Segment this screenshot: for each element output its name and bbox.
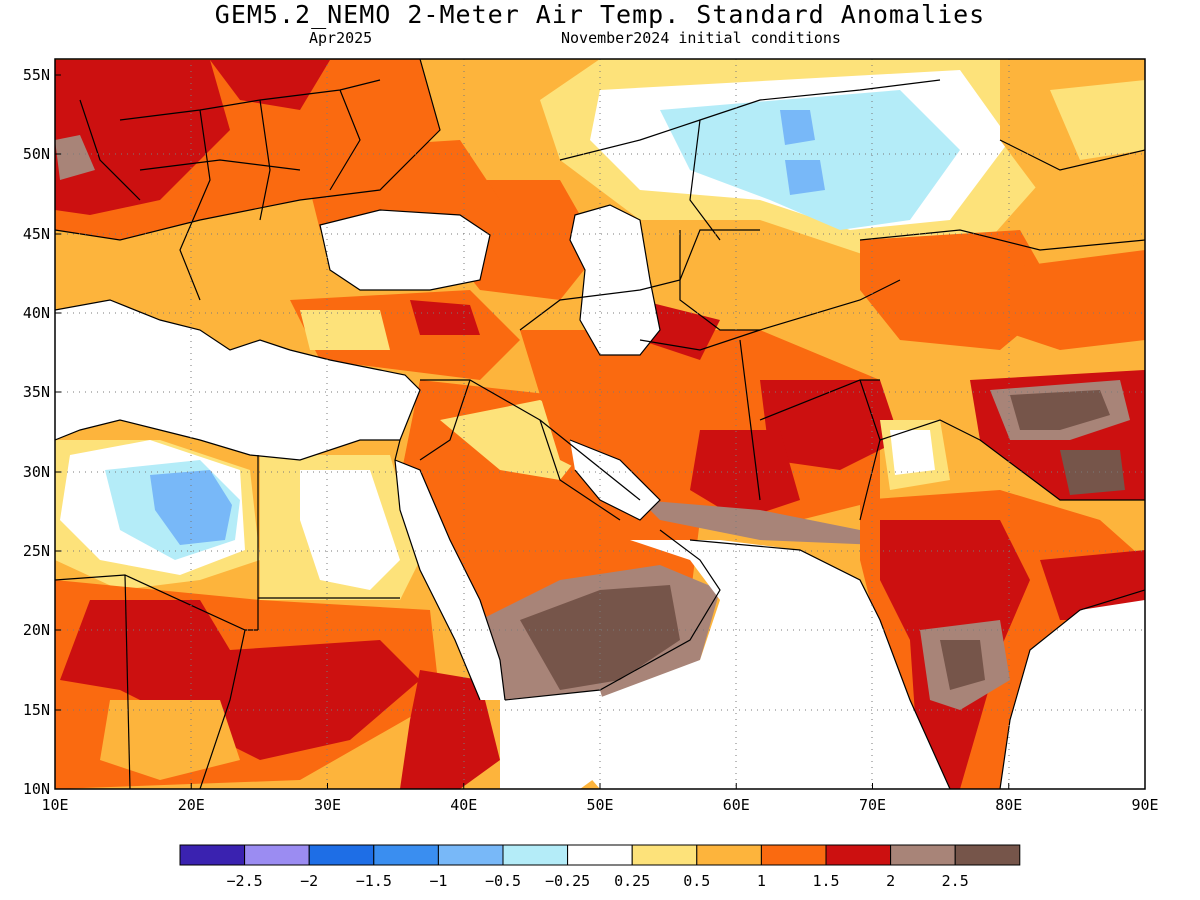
anomaly-field	[55, 59, 1145, 789]
lon-label: 50E	[586, 796, 613, 814]
colorbar-swatch	[244, 844, 310, 866]
colorbar-swatch	[954, 844, 1021, 866]
colorbar-swatch	[760, 844, 827, 866]
anomaly-shading	[55, 59, 1145, 789]
colorbar-swatch	[696, 844, 762, 866]
lon-label: 10E	[41, 796, 68, 814]
lon-label: 70E	[859, 796, 886, 814]
colorbar-label: 2.5	[942, 872, 969, 890]
colorbar-label: −0.5	[485, 872, 521, 890]
country-borders	[55, 59, 1145, 789]
lat-label: 55N	[23, 66, 50, 84]
longitude-axis: 10E 20E 30E 40E 50E 60E 70E 80E 90E	[41, 783, 1159, 814]
colorbar-label: 1.5	[812, 872, 839, 890]
colorbar-swatch	[825, 844, 892, 866]
water-bodies	[55, 205, 1145, 789]
colorbar-label: −2.5	[227, 872, 263, 890]
lat-label: 50N	[23, 145, 50, 163]
lat-label: 35N	[23, 383, 50, 401]
lon-label: 20E	[178, 796, 205, 814]
lat-label: 30N	[23, 463, 50, 481]
lat-label: 25N	[23, 542, 50, 560]
colorbar-label: −1	[429, 872, 447, 890]
colorbar-label: −2	[300, 872, 318, 890]
lat-label: 20N	[23, 621, 50, 639]
colorbar-label: 1	[757, 872, 766, 890]
lat-label: 45N	[23, 225, 50, 243]
initial-conditions: November2024 initial conditions	[561, 29, 841, 47]
colorbar-swatch	[631, 844, 698, 866]
colorbar-swatch	[502, 844, 569, 866]
colorbar-swatch	[308, 844, 375, 866]
colorbar-swatch	[890, 844, 956, 866]
lon-label: 90E	[1131, 796, 1158, 814]
lat-label: 40N	[23, 304, 50, 322]
colorbar-label: 0.5	[683, 872, 710, 890]
colorbar-swatch	[567, 844, 633, 866]
latitude-axis: 55N 50N 45N 40N 35N 30N 25N 20N 15N 10N	[23, 66, 61, 798]
colorbar-swatch	[373, 844, 439, 866]
colorbar-swatch	[437, 844, 504, 866]
lon-label: 40E	[450, 796, 477, 814]
lat-label: 10N	[23, 780, 50, 798]
colorbar-swatch	[179, 844, 246, 866]
colorbar-label: −0.25	[545, 872, 590, 890]
lon-label: 60E	[723, 796, 750, 814]
forecast-month: Apr2025	[309, 29, 373, 47]
colorbar-label: −1.5	[356, 872, 392, 890]
colorbar-label: 0.25	[614, 872, 650, 890]
lon-label: 80E	[995, 796, 1022, 814]
lon-label: 30E	[314, 796, 341, 814]
chart-title: GEM5.2_NEMO 2-Meter Air Temp. Standard A…	[214, 0, 986, 29]
lat-label: 15N	[23, 701, 50, 719]
colorbar-label: 2	[886, 872, 895, 890]
